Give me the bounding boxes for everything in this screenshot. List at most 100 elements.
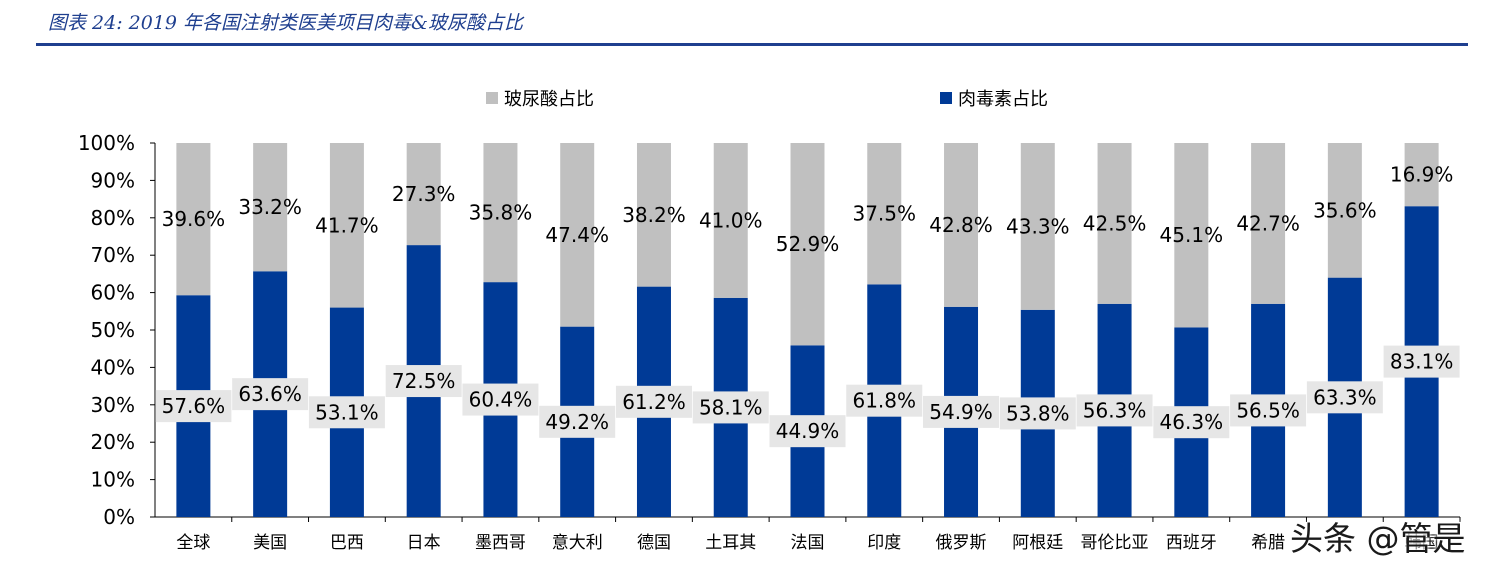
x-category-label: 德国 — [637, 533, 671, 553]
y-tick-label: 100% — [78, 131, 135, 155]
x-category-label: 全球 — [176, 533, 210, 553]
data-label-hyaluronic: 41.0% — [699, 208, 763, 232]
data-label-hyaluronic: 35.8% — [469, 201, 533, 225]
data-label-hyaluronic: 42.5% — [1083, 211, 1147, 235]
data-label-box — [1230, 394, 1307, 427]
data-label-hyaluronic: 35.6% — [1313, 198, 1377, 222]
data-label-hyaluronic: 39.6% — [162, 207, 226, 231]
data-label-box — [846, 384, 923, 417]
x-category-label: 哥伦比亚 — [1081, 533, 1149, 553]
y-tick-label: 10% — [91, 468, 135, 492]
data-label-box — [1306, 381, 1383, 414]
data-label-box — [232, 378, 309, 411]
legend-swatch — [940, 92, 952, 104]
data-label-botox: 61.2% — [622, 390, 686, 414]
bar-hyaluronic-segment — [1404, 143, 1439, 207]
data-label-box — [615, 385, 692, 418]
bar-hyaluronic-segment — [253, 143, 288, 272]
y-tick-label: 70% — [91, 243, 135, 267]
title-underline — [36, 43, 1468, 46]
x-category-label: 韩国 — [1405, 533, 1439, 553]
bar-hyaluronic-segment — [1097, 143, 1132, 304]
watermark-text: 头条 @管是 — [1290, 519, 1466, 558]
data-label-box — [923, 395, 1000, 428]
x-category-label: 墨西哥 — [475, 533, 526, 553]
bar-hyaluronic-segment — [329, 143, 364, 308]
data-label-botox: 63.6% — [238, 382, 302, 406]
data-label-hyaluronic: 45.1% — [1160, 223, 1224, 247]
data-label-box — [999, 397, 1076, 430]
y-tick-label: 50% — [91, 318, 135, 342]
data-label-box — [1383, 345, 1460, 378]
data-label-box — [462, 383, 539, 416]
x-category-label: 巴西 — [330, 533, 364, 553]
x-category-label: 美国 — [253, 533, 287, 553]
x-category-label: 日本 — [407, 533, 441, 553]
bar-hyaluronic-segment — [636, 143, 671, 287]
data-label-botox: 53.8% — [1006, 401, 1070, 425]
data-label-box — [385, 365, 462, 398]
data-label-botox: 53.1% — [315, 400, 379, 424]
data-label-botox: 83.1% — [1390, 350, 1454, 374]
data-label-botox: 72.5% — [392, 369, 456, 393]
x-category-label: 西班牙 — [1166, 533, 1217, 553]
data-label-hyaluronic: 52.9% — [776, 232, 840, 256]
y-tick-label: 80% — [91, 206, 135, 230]
y-tick-label: 60% — [91, 281, 135, 305]
x-category-label: 希腊 — [1251, 533, 1285, 553]
legend-swatch — [486, 92, 498, 104]
data-label-hyaluronic: 47.4% — [545, 223, 609, 247]
data-label-botox: 57.6% — [162, 394, 226, 418]
bar-hyaluronic-segment — [944, 143, 979, 307]
data-label-botox: 54.9% — [929, 400, 993, 424]
data-label-botox: 46.3% — [1160, 410, 1224, 434]
data-label-botox: 60.4% — [469, 388, 533, 412]
y-tick-label: 40% — [91, 355, 135, 379]
bar-hyaluronic-segment — [1251, 143, 1286, 304]
bar-hyaluronic-segment — [713, 143, 748, 298]
legend-label: 玻尿酸占比 — [504, 89, 594, 110]
data-label-hyaluronic: 16.9% — [1390, 163, 1454, 187]
x-category-label: 土耳其 — [705, 533, 756, 553]
data-label-botox: 56.5% — [1236, 398, 1300, 422]
bar-hyaluronic-segment — [483, 143, 518, 283]
data-label-hyaluronic: 43.3% — [1006, 214, 1070, 238]
x-category-label: 意大利 — [552, 533, 603, 553]
data-label-box — [1153, 406, 1230, 439]
data-label-box — [155, 390, 232, 423]
y-tick-label: 90% — [91, 168, 135, 192]
y-tick-label: 0% — [103, 505, 135, 529]
data-label-box — [692, 391, 769, 424]
data-label-box — [308, 396, 385, 429]
x-category-label: 阿根廷 — [1012, 533, 1063, 553]
bar-hyaluronic-segment — [790, 143, 825, 346]
legend-label: 肉毒素占比 — [958, 89, 1048, 110]
data-label-hyaluronic: 42.8% — [929, 213, 993, 237]
data-label-hyaluronic: 41.7% — [315, 213, 379, 237]
bar-hyaluronic-segment — [176, 143, 211, 296]
bar-hyaluronic-segment — [1327, 143, 1362, 278]
x-category-label: 俄罗斯 — [936, 533, 987, 553]
bar-hyaluronic-segment — [406, 143, 441, 246]
data-label-botox: 61.8% — [852, 389, 916, 413]
data-label-botox: 58.1% — [699, 395, 763, 419]
bar-hyaluronic-segment — [867, 143, 902, 285]
y-tick-label: 30% — [91, 393, 135, 417]
data-label-hyaluronic: 42.7% — [1236, 211, 1300, 235]
data-label-hyaluronic: 37.5% — [852, 202, 916, 226]
bar-hyaluronic-segment — [1174, 143, 1209, 328]
bar-hyaluronic-segment — [560, 143, 595, 327]
bar-hyaluronic-segment — [1020, 143, 1055, 310]
data-label-hyaluronic: 33.2% — [238, 195, 302, 219]
y-tick-label: 20% — [91, 430, 135, 454]
data-label-hyaluronic: 38.2% — [622, 203, 686, 227]
x-category-label: 法国 — [791, 533, 825, 553]
data-label-botox: 63.3% — [1313, 385, 1377, 409]
data-label-box — [539, 405, 616, 438]
data-label-box — [769, 415, 846, 448]
data-label-botox: 44.9% — [776, 419, 840, 443]
data-label-hyaluronic: 27.3% — [392, 182, 456, 206]
data-label-box — [1076, 394, 1153, 427]
data-label-botox: 56.3% — [1083, 398, 1147, 422]
